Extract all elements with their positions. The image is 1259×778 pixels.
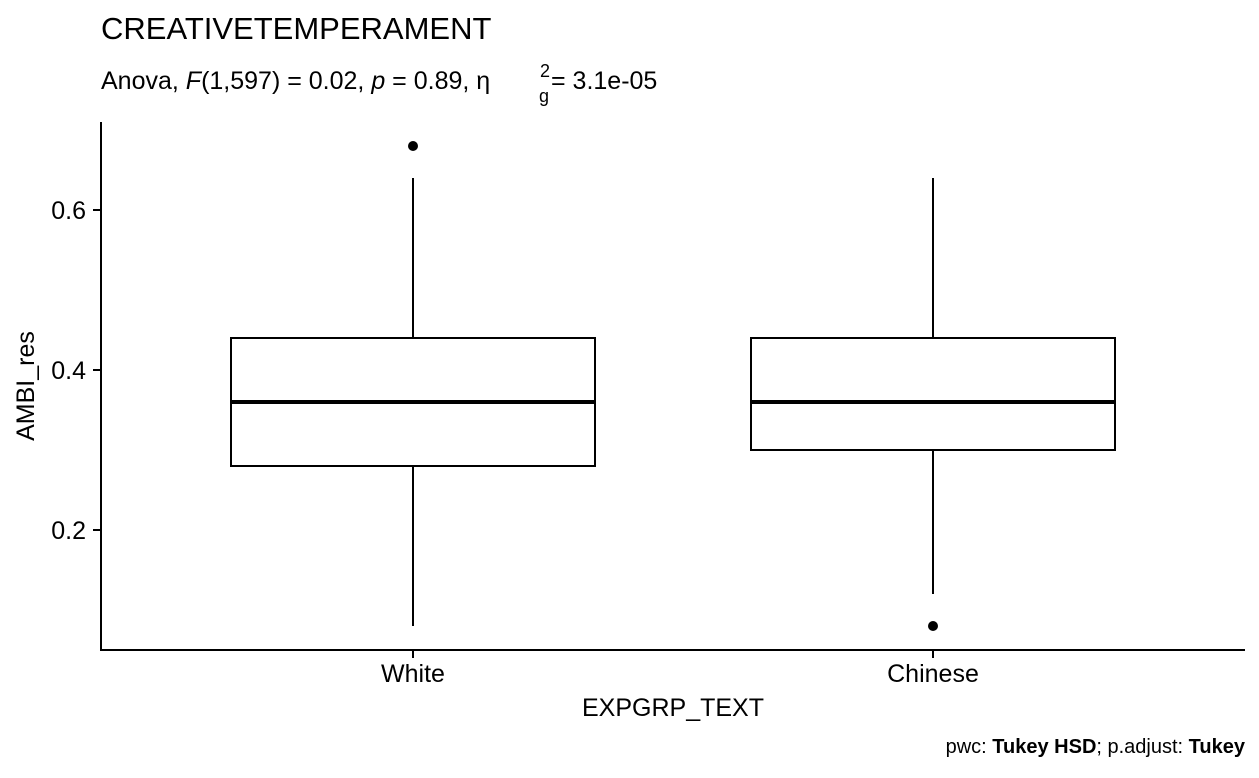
subtitle-effect-value: = 3.1e-05: [551, 67, 657, 95]
y-axis-ticks: 0.2 0.4 0.6: [51, 197, 101, 545]
subtitle-p-symbol: p: [370, 67, 385, 95]
chart-title: CREATIVETEMPERAMENT: [101, 11, 491, 46]
y-axis-label: AMBI_res: [12, 331, 40, 441]
outlier-point: [408, 141, 418, 151]
chart-subtitle: Anova, F(1,597) = 0.02, p = 0.89, η: [101, 67, 490, 95]
subtitle-df: (1,597) = 0.02,: [201, 67, 371, 95]
subtitle-effect-symbol: η: [476, 67, 490, 95]
caption-padjust-method: Tukey: [1189, 736, 1246, 758]
y-tick-label: 0.4: [51, 357, 86, 385]
caption-padjust-label: ; p.adjust:: [1096, 736, 1188, 758]
y-tick-label: 0.6: [51, 197, 86, 225]
subtitle-p-value: = 0.89,: [385, 67, 476, 95]
subtitle-stat-symbol: F: [186, 67, 203, 95]
y-tick-label: 0.2: [51, 517, 86, 545]
x-tick-label: White: [381, 660, 445, 688]
x-tick-label: Chinese: [887, 660, 979, 688]
x-axis-ticks: White Chinese: [381, 650, 979, 688]
caption-pwc-method: Tukey HSD: [992, 736, 1096, 758]
caption-pwc-label: pwc:: [946, 736, 993, 758]
subtitle-prefix: Anova,: [101, 67, 186, 95]
subtitle-effect-superscript: 2: [540, 61, 550, 81]
chart-caption: pwc: Tukey HSD; p.adjust: Tukey: [946, 736, 1246, 758]
subtitle-effect-subscript: g: [539, 86, 549, 106]
outlier-point: [928, 621, 938, 631]
box-white: [230, 141, 596, 626]
box-series: [230, 141, 1116, 631]
box-iqr: [750, 337, 1116, 451]
x-axis-label: EXPGRP_TEXT: [582, 694, 764, 722]
box-chinese: [750, 178, 1116, 631]
